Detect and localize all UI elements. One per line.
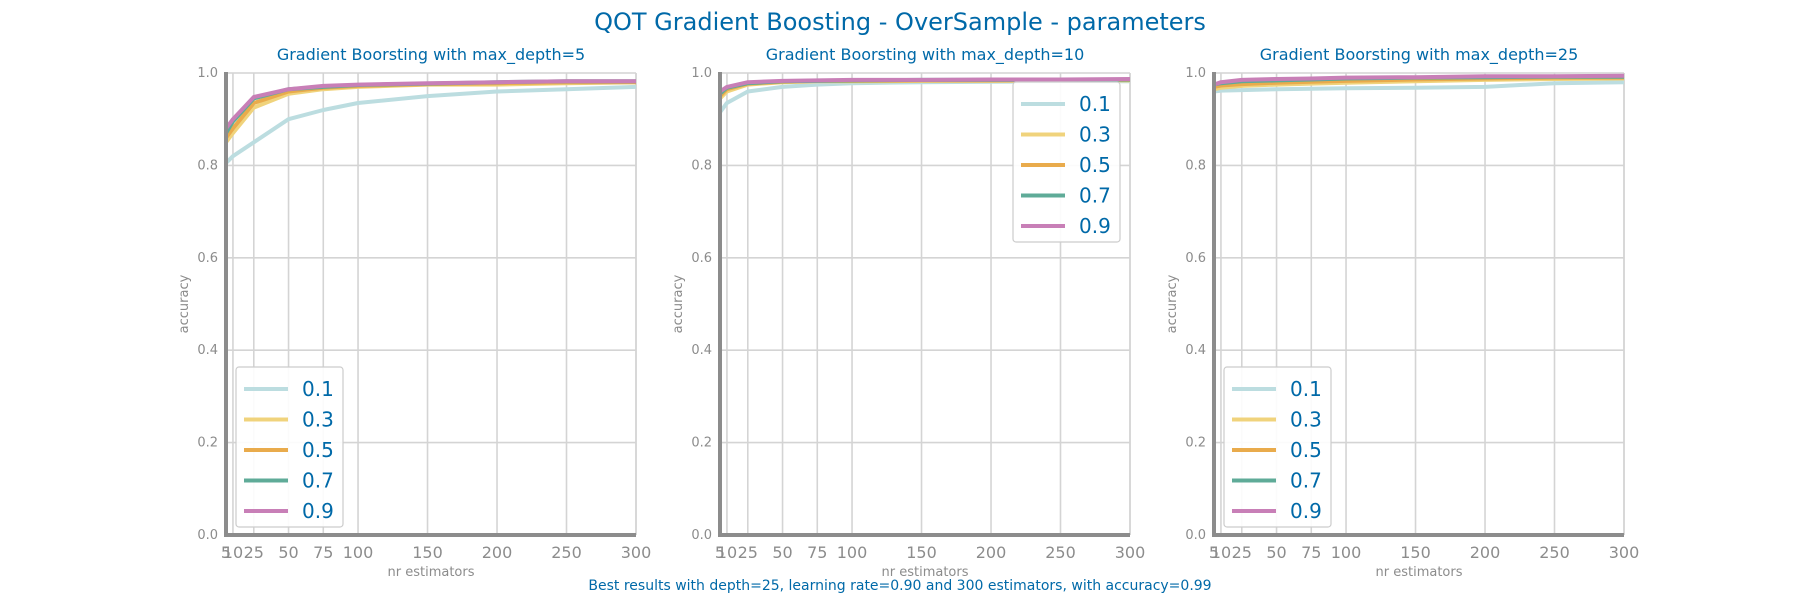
x-tick-label: 50 <box>278 543 298 562</box>
x-tick-label: 10 <box>223 543 243 562</box>
legend-label-0.3: 0.3 <box>1290 408 1322 432</box>
x-tick-label: 25 <box>738 543 758 562</box>
legend-box <box>235 366 344 528</box>
y-tick-label: 0.4 <box>197 343 218 358</box>
y-tick-label: 0.0 <box>1185 528 1206 543</box>
x-tick-label: 100 <box>837 543 868 562</box>
legend-label-0.3: 0.3 <box>302 408 334 432</box>
legend-box <box>1223 366 1332 528</box>
y-tick-label: 0.4 <box>1185 343 1206 358</box>
legend-label-0.7: 0.7 <box>1290 469 1322 493</box>
legend-label-0.1: 0.1 <box>1290 377 1322 401</box>
series-line-0.1 <box>224 84 637 165</box>
subplot-3: Gradient Boorsting with max_depth=25 0.0 0… <box>1165 45 1639 580</box>
figure-footer: Best results with depth=25, learning rat… <box>588 578 1211 594</box>
y-tick-label: 0.6 <box>197 251 218 266</box>
x-tick-label: 300 <box>621 543 652 562</box>
x-tick-label: 25 <box>244 543 264 562</box>
x-tick-label: 75 <box>1301 543 1321 562</box>
legend-label-0.9: 0.9 <box>1290 499 1322 523</box>
x-tick-label: 75 <box>313 543 333 562</box>
legend-label-0.7: 0.7 <box>1079 184 1111 208</box>
x-axis-label: nr estimators <box>388 565 475 580</box>
panels: Gradient Boorsting with max_depth=5 0.0 0.… <box>177 45 1639 580</box>
subplot-2: Gradient Boorsting with max_depth=10 0.0 0… <box>671 45 1145 580</box>
x-tick-label: 100 <box>343 543 374 562</box>
x-tick-label: 200 <box>1470 543 1501 562</box>
x-tick-label: 50 <box>1266 543 1286 562</box>
y-axis-label: accuracy <box>671 274 686 333</box>
legend-label-0.9: 0.9 <box>1079 214 1111 238</box>
legend-label-0.5: 0.5 <box>1290 438 1322 462</box>
legend-box <box>1012 81 1121 243</box>
series-group <box>224 79 637 165</box>
x-tick-label: 10 <box>717 543 737 562</box>
y-tick-label: 0.8 <box>691 158 712 173</box>
y-tick-label: 0.0 <box>691 528 712 543</box>
x-tick-label: 250 <box>1045 543 1076 562</box>
x-tick-label: 250 <box>1539 543 1570 562</box>
x-tick-label: 100 <box>1331 543 1362 562</box>
legend: 0.1 0.3 0.5 0.7 0.9 <box>235 366 344 528</box>
legend-label-0.3: 0.3 <box>1079 123 1111 147</box>
grid <box>719 72 1131 536</box>
y-tick-label: 0.6 <box>691 251 712 266</box>
x-tick-label: 25 <box>1232 543 1252 562</box>
x-axis-label: nr estimators <box>1376 565 1463 580</box>
y-tick-label: 0.2 <box>691 436 712 451</box>
legend: 0.1 0.3 0.5 0.7 0.9 <box>1012 81 1121 243</box>
x-tick-label: 10 <box>1211 543 1231 562</box>
legend: 0.1 0.3 0.5 0.7 0.9 <box>1223 366 1332 528</box>
y-tick-label: 0.2 <box>197 436 218 451</box>
y-tick-label: 0.2 <box>1185 436 1206 451</box>
x-tick-label: 200 <box>482 543 513 562</box>
figure-title: QOT Gradient Boosting - OverSample - par… <box>594 8 1206 36</box>
x-tick-label: 150 <box>906 543 937 562</box>
series-line-0.9 <box>224 79 636 130</box>
legend-label-0.9: 0.9 <box>302 499 334 523</box>
y-tick-label: 1.0 <box>1185 66 1206 81</box>
y-tick-label: 1.0 <box>197 66 218 81</box>
series-group <box>1213 73 1625 94</box>
series-line-0.9 <box>718 77 1131 94</box>
x-tick-label: 300 <box>1609 543 1640 562</box>
series-line-0.9 <box>1213 73 1625 87</box>
x-tick-label: 300 <box>1115 543 1146 562</box>
subplot-title: Gradient Boorsting with max_depth=10 <box>766 45 1085 65</box>
y-tick-label: 0.8 <box>1185 158 1206 173</box>
subplot-title: Gradient Boorsting with max_depth=25 <box>1260 45 1579 65</box>
legend-label-0.5: 0.5 <box>302 438 334 462</box>
x-tick-label: 5 <box>715 543 725 562</box>
x-axis-label: nr estimators <box>882 565 969 580</box>
y-tick-label: 0.6 <box>1185 251 1206 266</box>
y-tick-label: 0.4 <box>691 343 712 358</box>
y-tick-label: 0.8 <box>197 158 218 173</box>
x-tick-label: 150 <box>1400 543 1431 562</box>
subplot-title: Gradient Boorsting with max_depth=5 <box>277 45 585 65</box>
x-tick-label: 150 <box>412 543 443 562</box>
x-tick-label: 75 <box>807 543 827 562</box>
legend-label-0.1: 0.1 <box>1079 92 1111 116</box>
x-tick-label: 5 <box>221 543 231 562</box>
legend-label-0.7: 0.7 <box>302 469 334 493</box>
legend-label-0.1: 0.1 <box>302 377 334 401</box>
y-axis-label: accuracy <box>1165 274 1180 333</box>
legend-label-0.5: 0.5 <box>1079 153 1111 177</box>
x-tick-label: 250 <box>551 543 582 562</box>
x-tick-label: 5 <box>1209 543 1219 562</box>
series-line-0.1 <box>1213 80 1625 94</box>
x-tick-label: 200 <box>976 543 1007 562</box>
y-tick-label: 1.0 <box>691 66 712 81</box>
y-axis-label: accuracy <box>177 274 192 333</box>
y-tick-label: 0.0 <box>197 528 218 543</box>
x-tick-label: 50 <box>772 543 792 562</box>
subplot-1: Gradient Boorsting with max_depth=5 0.0 0.… <box>177 45 651 580</box>
